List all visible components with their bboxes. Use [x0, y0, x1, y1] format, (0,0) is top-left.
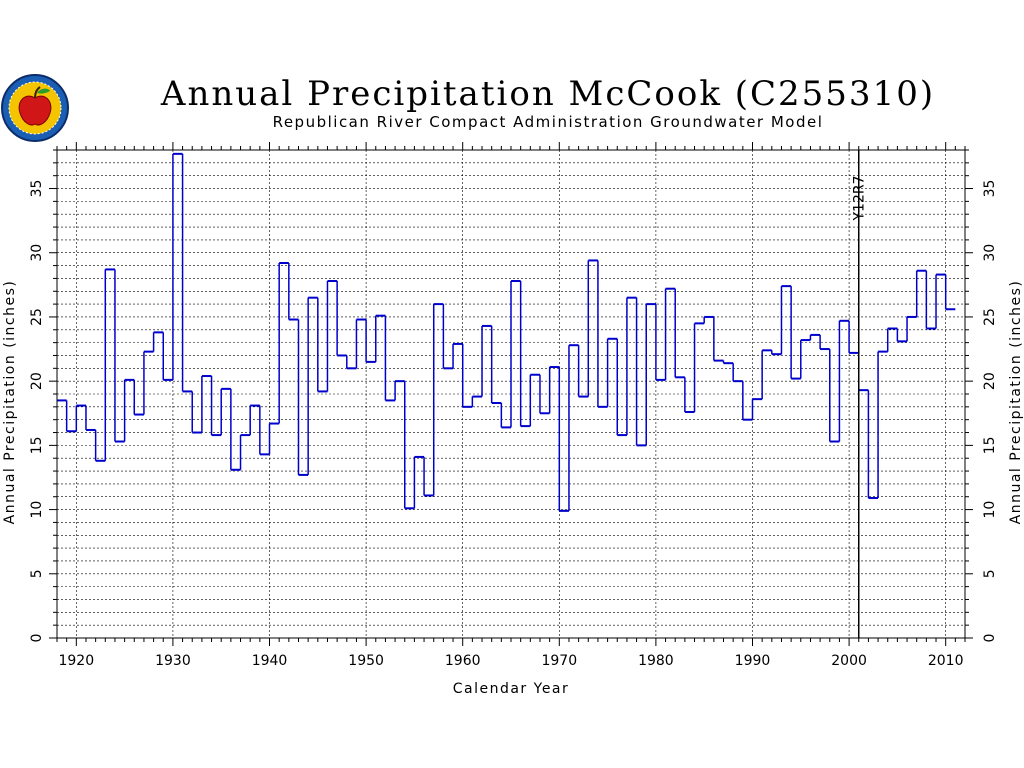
- series-line-layer: [57, 152, 956, 512]
- y-tick-label-right: 15: [982, 436, 998, 454]
- y-tick-label-left: 0: [29, 634, 45, 643]
- y-tick-label-left: 20: [29, 372, 45, 390]
- y-tick-label-right: 25: [982, 308, 998, 326]
- x-tick-label: 1940: [252, 653, 288, 669]
- tick-labels: 1920 1930 1940 1950 1960 1970 1980 1990 2000 2010…: [29, 180, 998, 669]
- x-tick-label: 1980: [638, 653, 674, 669]
- y-tick-label-left: 15: [29, 436, 45, 454]
- x-tick-label: 1960: [445, 653, 481, 669]
- y-tick-label-left: 5: [29, 569, 45, 578]
- x-tick-label: 1930: [155, 653, 191, 669]
- y-tick-label-right: 30: [982, 244, 998, 262]
- y-tick-label-right: 5: [982, 569, 998, 578]
- x-tick-label: 2000: [831, 653, 867, 669]
- y-axis-label-right: Annual Precipitation (inches): [1008, 280, 1024, 525]
- y-axis-label-left: Annual Precipitation (inches): [2, 280, 18, 525]
- y-tick-label-right: 0: [982, 634, 998, 643]
- annotation-label: Y12R7: [852, 175, 868, 221]
- x-tick-label: 1990: [735, 653, 771, 669]
- y-tick-label-right: 35: [982, 180, 998, 198]
- x-axis-label: Calendar Year: [453, 681, 570, 697]
- y-tick-label-left: 30: [29, 244, 45, 262]
- x-tick-label: 1920: [58, 653, 94, 669]
- plot-frame: [56, 149, 966, 639]
- y-tick-label-left: 35: [29, 180, 45, 198]
- x-tick-label: 2010: [928, 653, 964, 669]
- annotation-layer: Y12R7: [852, 150, 868, 638]
- x-tick-label: 1950: [348, 653, 384, 669]
- x-tick-label: 1970: [541, 653, 577, 669]
- y-tick-label-right: 10: [982, 501, 998, 519]
- y-tick-label-right: 20: [982, 372, 998, 390]
- agency-logo: [1, 74, 69, 142]
- axis-ticks: [49, 142, 973, 646]
- chart-subtitle: Republican River Compact Administration …: [272, 113, 824, 131]
- y-tick-label-left: 10: [29, 501, 45, 519]
- y-tick-label-left: 25: [29, 308, 45, 326]
- chart-title: Annual Precipitation McCook (C255310): [160, 74, 936, 114]
